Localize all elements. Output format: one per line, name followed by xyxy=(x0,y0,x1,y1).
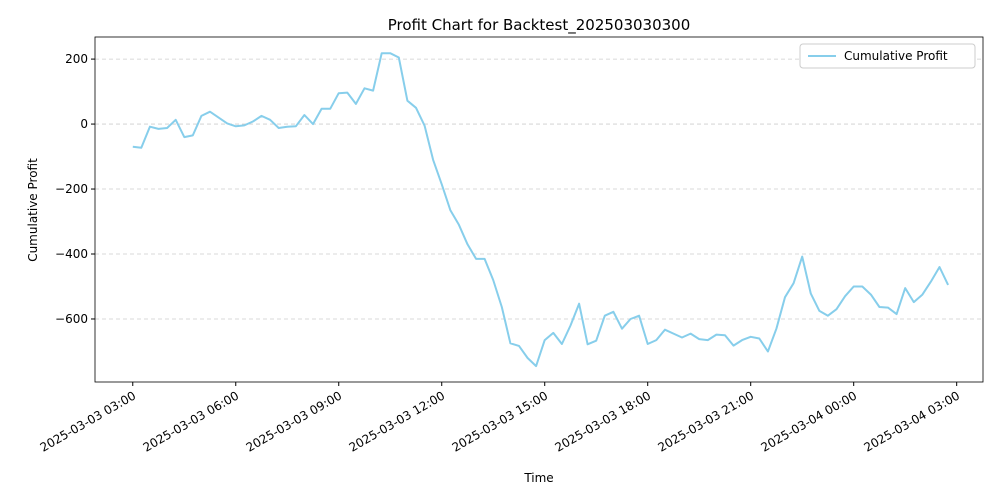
y-tick-label: 0 xyxy=(80,117,88,131)
y-tick-label: 200 xyxy=(65,52,88,66)
legend-box xyxy=(799,43,976,69)
y-tick-label: −200 xyxy=(55,182,88,196)
data-line xyxy=(132,52,950,368)
x-tick-label: 2025-03-03 12:00 xyxy=(347,388,448,454)
y-tick-label: −600 xyxy=(55,312,88,326)
x-tick-label: 2025-03-03 15:00 xyxy=(450,388,551,454)
y-tick-label: −400 xyxy=(55,247,88,261)
legend-label: Cumulative Profit xyxy=(844,49,948,63)
x-tick-label: 2025-03-03 09:00 xyxy=(244,388,345,454)
y-axis-label: Cumulative Profit xyxy=(26,158,40,262)
x-axis-label: Time xyxy=(523,471,553,485)
x-tick-label: 2025-03-04 00:00 xyxy=(759,388,860,454)
chart-title: Profit Chart for Backtest_202503030300 xyxy=(388,16,691,35)
plot-frame xyxy=(94,36,984,383)
x-tick-label: 2025-03-03 18:00 xyxy=(553,388,654,454)
x-tick-label: 2025-03-03 21:00 xyxy=(656,388,757,454)
x-tick-label: 2025-03-03 06:00 xyxy=(141,388,242,454)
x-tick-label: 2025-03-03 03:00 xyxy=(38,388,139,454)
x-tick-label: 2025-03-04 03:00 xyxy=(862,388,963,454)
